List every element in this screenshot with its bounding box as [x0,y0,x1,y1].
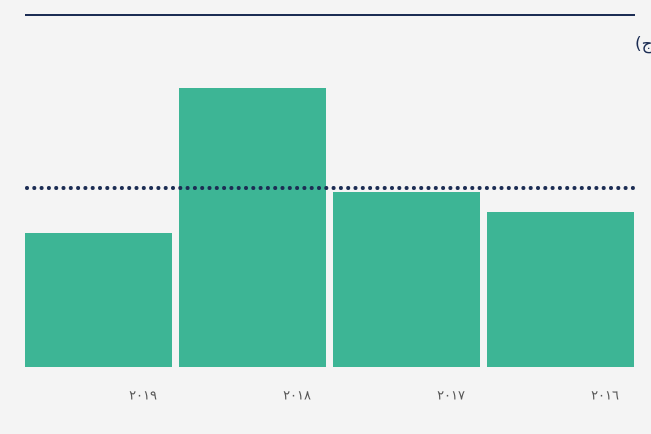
bar [179,88,326,367]
bar [333,192,480,367]
bar [487,212,634,367]
x-tick-label: ٢٠١٧ [437,389,465,404]
x-tick-label: ٢٠١٨ [283,389,311,404]
chart-title: معدل استخدام المياه (متر مكعب/طن من الإن… [635,34,651,54]
x-tick-label: ٢٠١٦ [591,389,619,404]
x-tick-label: ٢٠١٩ [129,389,157,404]
bar [25,233,172,367]
